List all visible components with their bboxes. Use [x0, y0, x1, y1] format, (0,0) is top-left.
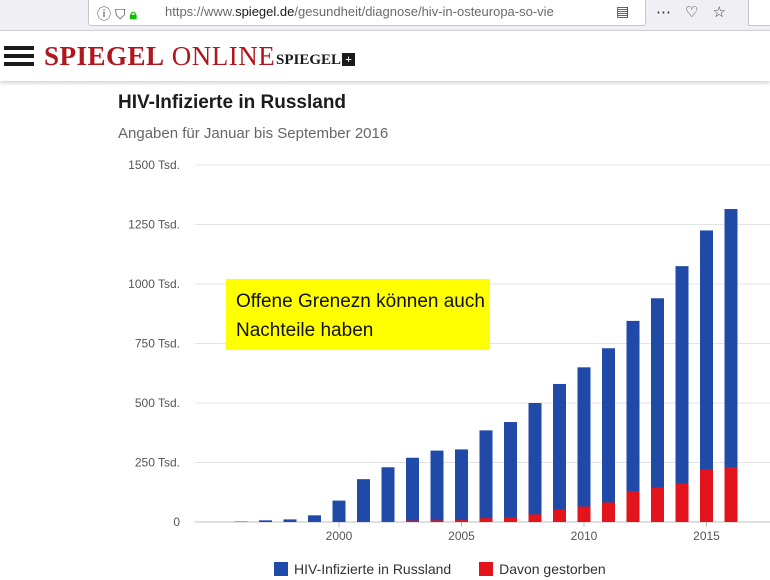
bar-deaths	[577, 506, 591, 522]
y-tick-label: 1500 Tsd.	[128, 158, 180, 172]
search-box[interactable]	[748, 0, 770, 26]
annotation-note: Offene Grenezn können auch Nachteile hab…	[226, 279, 490, 350]
y-tick-label: 250 Tsd.	[135, 456, 180, 470]
site-info-icons[interactable]: ⓘ⛉🔒︎	[97, 6, 141, 22]
bar-deaths	[455, 520, 468, 522]
reader-view-icon[interactable]: ▤	[616, 3, 630, 19]
legend-item-infected[interactable]: HIV-Infizierte in Russland	[274, 561, 451, 577]
url-host: spiegel.de	[235, 4, 295, 19]
bar-infected	[406, 457, 419, 522]
legend-item-deaths[interactable]: Davon gestorben	[479, 561, 606, 577]
bar-deaths	[381, 521, 395, 522]
bar-deaths	[430, 520, 444, 522]
y-tick-label: 750 Tsd.	[135, 337, 180, 351]
chart-subtitle: Angaben für Januar bis September 2016	[118, 125, 389, 142]
pocket-icon[interactable]: ♡	[685, 4, 713, 21]
y-tick-label: 500 Tsd.	[135, 396, 180, 410]
bar-infected	[430, 450, 444, 522]
bar-infected	[308, 515, 321, 522]
bar-deaths	[504, 517, 517, 522]
bar-infected	[332, 500, 346, 522]
tracking-shield-icon[interactable]: ⛉	[115, 6, 130, 22]
hamburger-menu-icon[interactable]	[4, 46, 34, 66]
bar-deaths	[675, 483, 689, 522]
lock-icon[interactable]: 🔒︎	[129, 6, 141, 22]
legend-label-deaths: Davon gestorben	[499, 561, 606, 577]
address-bar[interactable]: ⓘ⛉🔒︎ https://www.spiegel.de/gesundheit/d…	[88, 0, 646, 26]
bar-infected	[626, 320, 640, 522]
bar-deaths	[406, 520, 419, 522]
site-header: SPIEGEL ONLINE SPIEGEL +	[0, 31, 770, 81]
bar-infected	[259, 520, 272, 522]
bar-deaths	[479, 518, 493, 522]
x-tick-label: 2010	[571, 529, 598, 543]
y-tick-label: 1250 Tsd.	[128, 218, 180, 232]
url-path: /gesundheit/diagnose/hiv-in-osteuropa-so…	[294, 4, 554, 19]
y-tick-label: 1000 Tsd.	[128, 277, 180, 291]
bar-infected	[651, 298, 664, 522]
annotation-text: Offene Grenezn können auch Nachteile hab…	[236, 291, 485, 341]
bar-deaths	[724, 467, 738, 522]
bar-infected	[553, 383, 566, 522]
bar-deaths	[528, 514, 542, 522]
bar-infected	[283, 519, 297, 522]
y-tick-label: 0	[173, 515, 180, 529]
bar-infected	[602, 348, 615, 522]
bar-deaths	[626, 491, 640, 522]
bar-infected	[700, 230, 713, 522]
bar-infected	[577, 367, 591, 522]
bar-deaths	[700, 469, 713, 522]
bar-infected	[381, 467, 395, 522]
chart-legend: HIV-Infizierte in Russland Davon gestorb…	[274, 561, 630, 577]
logo-bold-text: SPIEGEL	[44, 41, 165, 71]
toolbar-icons: ⋯♡☆	[656, 3, 740, 21]
bar-deaths	[602, 502, 615, 522]
bar-infected	[675, 266, 689, 522]
bar-deaths	[651, 487, 664, 522]
legend-swatch-infected	[274, 562, 288, 576]
x-tick-label: 2015	[693, 529, 720, 543]
browser-toolbar: ⓘ⛉🔒︎ https://www.spiegel.de/gesundheit/d…	[0, 0, 770, 31]
x-tick-label: 2000	[326, 529, 353, 543]
spiegel-plus-logo[interactable]: SPIEGEL +	[276, 52, 356, 69]
bar-infected	[455, 449, 468, 522]
legend-swatch-deaths	[479, 562, 494, 576]
legend-label-infected: HIV-Infizierte in Russland	[294, 561, 452, 577]
bookmark-star-icon[interactable]: ☆	[712, 4, 740, 21]
x-tick-label: 2005	[448, 529, 475, 543]
bar-infected	[528, 403, 542, 522]
page-actions-icon[interactable]: ⋯	[656, 4, 685, 21]
spiegel-plus-text: SPIEGEL	[276, 52, 342, 68]
bar-infected	[357, 479, 370, 522]
url-text[interactable]: https://www.spiegel.de/gesundheit/diagno…	[165, 4, 565, 19]
bar-infected	[724, 209, 738, 522]
plus-icon: +	[342, 53, 356, 66]
url-scheme: https://www.	[165, 4, 236, 19]
spiegel-online-logo[interactable]: SPIEGEL ONLINE	[44, 41, 275, 72]
bar-deaths	[553, 509, 566, 522]
bar-infected	[479, 430, 493, 522]
logo-regular-text: ONLINE	[171, 41, 276, 71]
chart-title: HIV-Infizierte in Russland	[118, 92, 347, 113]
bar-infected	[504, 422, 517, 522]
